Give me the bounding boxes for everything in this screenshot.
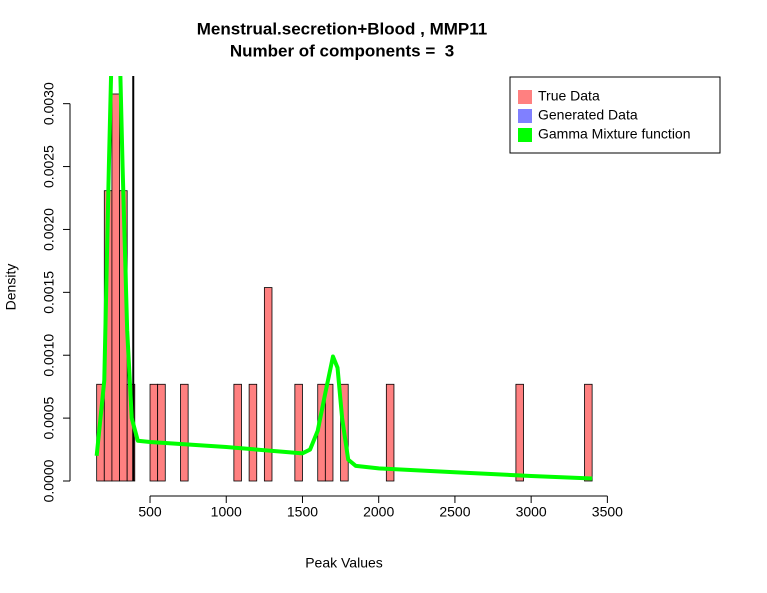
bar	[263, 287, 273, 482]
bar	[515, 383, 524, 482]
bar	[584, 383, 593, 482]
legend-label: Generated Data	[538, 107, 638, 123]
y-tick-label: 0.0005	[41, 396, 57, 439]
x-tick-label: 3000	[516, 504, 547, 520]
bar	[233, 383, 242, 482]
y-tick-label: 0.0020	[41, 208, 57, 251]
density-curve	[94, 76, 593, 481]
legend-swatch	[518, 128, 532, 142]
bar	[385, 383, 395, 482]
legend-swatch	[518, 90, 532, 104]
legend-label: True Data	[538, 88, 600, 104]
bar	[149, 383, 159, 482]
y-axis-label: Density	[3, 264, 19, 311]
legend-label: Gamma Mixture function	[538, 126, 691, 142]
legend-swatch	[518, 109, 532, 123]
bar	[157, 383, 166, 482]
curve-group	[94, 76, 593, 481]
bar	[248, 383, 258, 482]
x-tick-label: 500	[138, 504, 162, 520]
x-tick-label: 1500	[287, 504, 318, 520]
y-tick-label: 0.0025	[41, 145, 57, 188]
bar	[324, 383, 334, 482]
x-tick-label: 2000	[363, 504, 394, 520]
y-tick-label: 0.0000	[41, 459, 57, 502]
y-tick-label: 0.0030	[41, 82, 57, 125]
bar	[294, 383, 303, 482]
chart-subtitle: Number of components = 3	[230, 41, 454, 60]
x-tick-label: 1000	[211, 504, 242, 520]
x-axis-label: Peak Values	[305, 555, 383, 571]
chart-title: Menstrual.secretion+Blood , MMP11	[197, 19, 488, 38]
y-tick-label: 0.0015	[41, 271, 57, 314]
bar	[111, 93, 120, 482]
x-tick-label: 2500	[439, 504, 470, 520]
x-tick-label: 3500	[592, 504, 623, 520]
bar	[180, 383, 189, 482]
y-tick-label: 0.0010	[41, 334, 57, 377]
legend-box	[509, 76, 721, 154]
